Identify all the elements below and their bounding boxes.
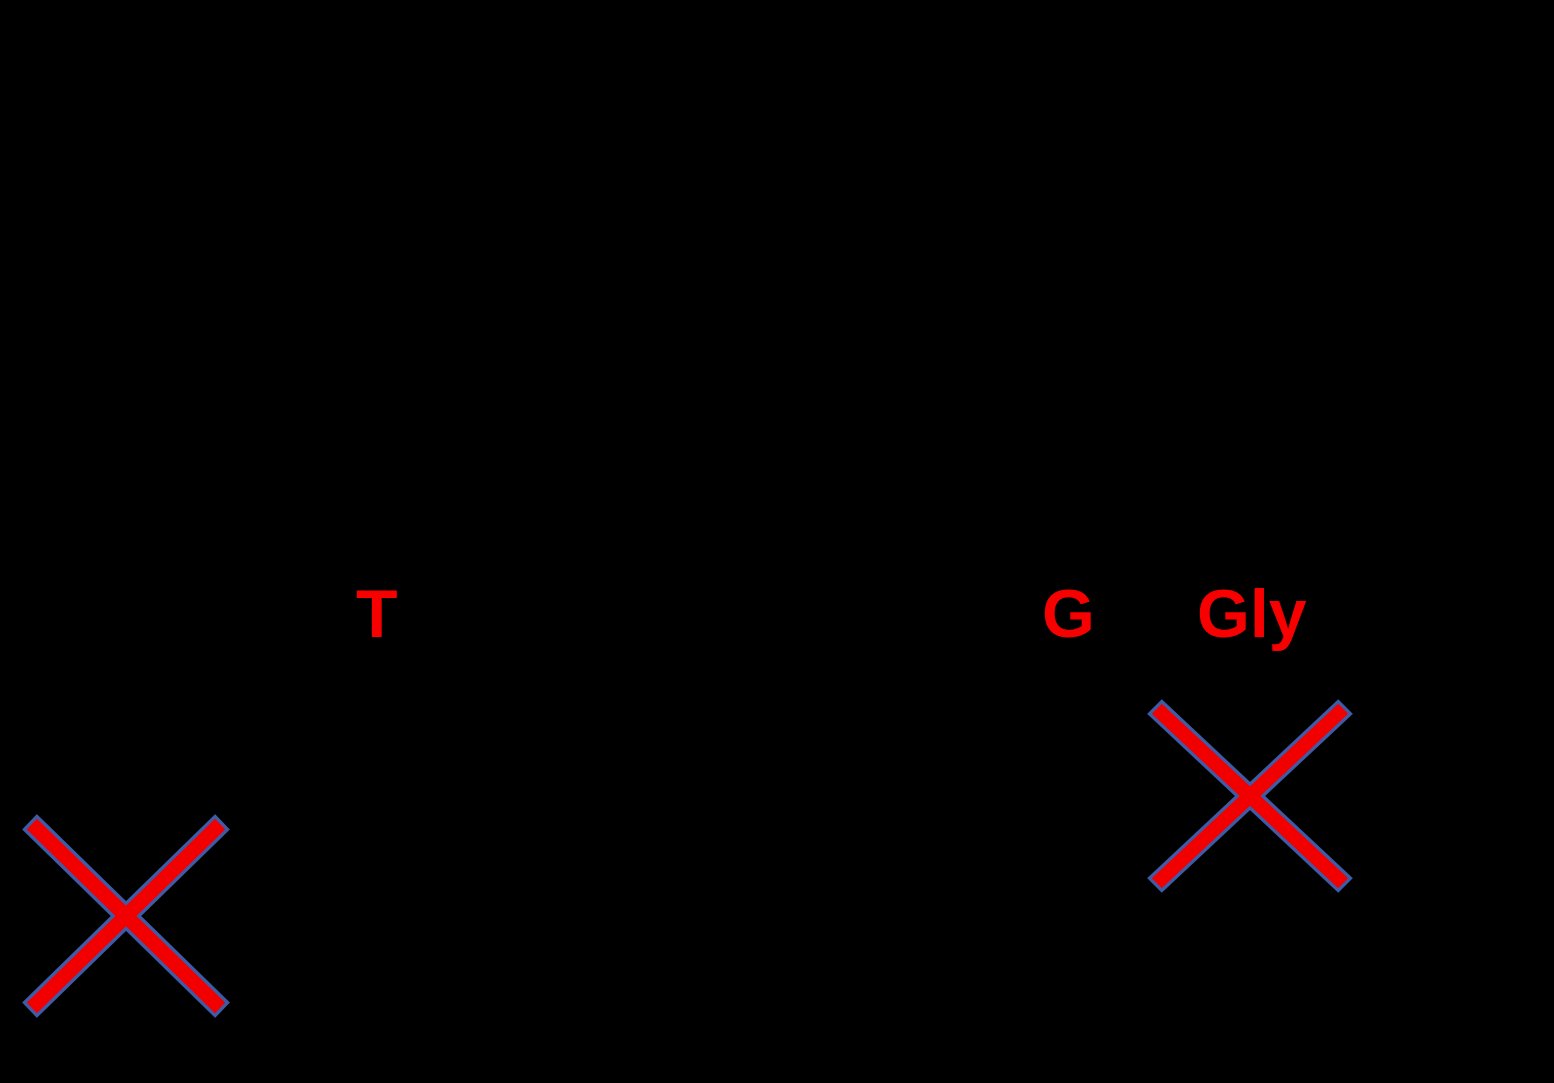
cell-top-middle: [650, 115, 842, 319]
cell-bottom-left-upper: [257, 720, 449, 924]
cell-top-right: [884, 16, 1076, 220]
cell-top-left: [476, 17, 664, 223]
cross-red-strokes: [26, 818, 226, 1014]
red-cross-right: [1147, 699, 1353, 893]
cell-bottom-left-lower: [453, 862, 641, 1068]
label-T: T: [356, 576, 398, 652]
cross-red-strokes: [1151, 703, 1349, 889]
label-Gly: Gly: [1197, 576, 1307, 652]
cell-bottom-right-right: [1346, 841, 1530, 1049]
red-cross-left: [22, 814, 230, 1018]
label-G: G: [1042, 576, 1095, 652]
cell-bottom-right-left: [914, 795, 1106, 999]
